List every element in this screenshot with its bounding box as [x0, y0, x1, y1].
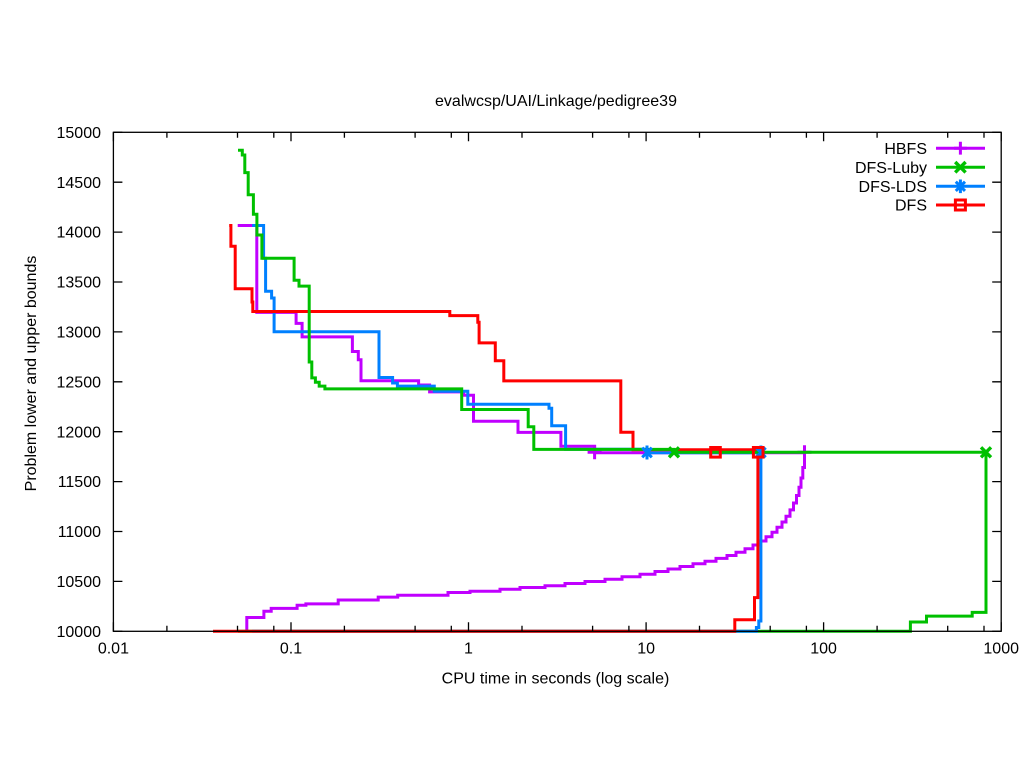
svg-text:12500: 12500: [57, 374, 102, 391]
svg-text:14500: 14500: [57, 175, 102, 192]
svg-text:13500: 13500: [57, 275, 102, 292]
svg-text:DFS-LDS: DFS-LDS: [859, 179, 927, 196]
svg-text:10000: 10000: [57, 624, 102, 641]
svg-text:1: 1: [464, 640, 473, 657]
svg-text:0.1: 0.1: [280, 640, 302, 657]
svg-text:11000: 11000: [58, 524, 101, 541]
svg-text:evalwcsp/UAI/Linkage/pedigree3: evalwcsp/UAI/Linkage/pedigree39: [435, 93, 677, 110]
svg-text:13000: 13000: [57, 325, 102, 342]
svg-text:100: 100: [810, 640, 837, 657]
svg-text:Problem lower and upper bounds: Problem lower and upper bounds: [23, 256, 40, 492]
svg-text:HBFS: HBFS: [884, 141, 927, 158]
svg-text:DFS: DFS: [895, 198, 927, 215]
svg-text:0.01: 0.01: [98, 640, 129, 657]
svg-text:1000: 1000: [983, 640, 1019, 657]
svg-text:11500: 11500: [58, 474, 101, 491]
svg-text:DFS-Luby: DFS-Luby: [855, 160, 927, 177]
svg-text:14000: 14000: [57, 225, 102, 242]
svg-text:15000: 15000: [57, 125, 102, 142]
svg-text:10: 10: [637, 640, 655, 657]
svg-text:10500: 10500: [57, 574, 102, 591]
svg-text:CPU time in seconds (log scale: CPU time in seconds (log scale): [442, 671, 670, 688]
svg-text:12000: 12000: [57, 424, 102, 441]
